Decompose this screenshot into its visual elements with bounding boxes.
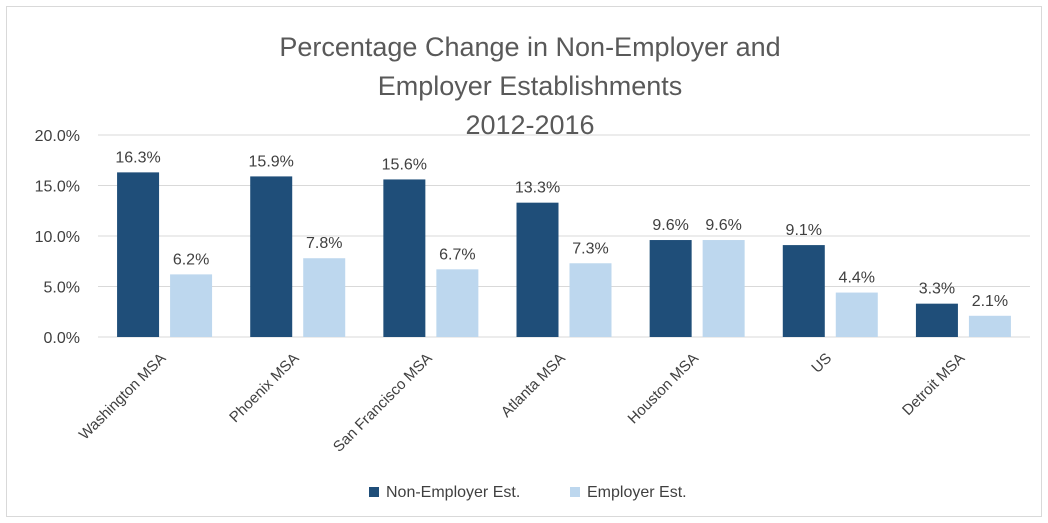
data-label: 7.3% <box>572 240 608 257</box>
bar-employer <box>702 240 745 337</box>
gridlines <box>98 134 1030 338</box>
x-category-label: Phoenix MSA <box>226 350 302 426</box>
data-label: 9.1% <box>786 222 822 239</box>
data-label: 7.8% <box>306 235 342 252</box>
bar-employer <box>303 258 346 337</box>
chart-title-line-3: 2012-2016 <box>465 110 594 140</box>
data-label: 9.6% <box>705 217 741 234</box>
bar-non-employer <box>782 245 825 337</box>
data-label: 15.6% <box>382 156 427 173</box>
bar-employer <box>436 269 479 337</box>
data-label: 16.3% <box>115 149 160 166</box>
x-category-label: Houston MSA <box>625 350 702 427</box>
bar-employer <box>968 315 1011 337</box>
data-label: 13.3% <box>515 180 560 197</box>
y-tick-label: 5.0% <box>44 280 80 297</box>
data-label: 6.7% <box>439 246 475 263</box>
data-label: 2.1% <box>972 293 1008 310</box>
x-category-label: Detroit MSA <box>899 350 968 419</box>
y-tick-label: 0.0% <box>44 330 80 347</box>
bar-non-employer <box>250 176 293 337</box>
bars <box>117 172 1011 337</box>
y-tick-label: 10.0% <box>35 229 80 246</box>
y-tick-label: 15.0% <box>35 179 80 196</box>
chart-title: Percentage Change in Non-Employer and Em… <box>279 32 780 140</box>
bar-employer <box>170 274 213 337</box>
data-label: 15.9% <box>249 153 294 170</box>
legend: Non-Employer Est. Employer Est. <box>369 484 687 501</box>
chart-title-line-1: Percentage Change in Non-Employer and <box>279 32 780 62</box>
x-category-label: Atlanta MSA <box>498 350 569 421</box>
legend-swatch-employer <box>570 487 580 497</box>
x-axis-categories: Washington MSA Phoenix MSA San Francisco M… <box>76 350 968 456</box>
x-category-label: US <box>808 350 835 377</box>
x-category-label: Washington MSA <box>76 350 170 444</box>
y-axis-ticks: 0.0% 5.0% 10.0% 15.0% 20.0% <box>35 128 80 347</box>
x-category-label: San Francisco MSA <box>330 350 436 456</box>
y-tick-label: 20.0% <box>35 128 80 145</box>
bar-non-employer <box>516 202 559 337</box>
bar-non-employer <box>383 179 426 337</box>
legend-swatch-non-employer <box>369 487 379 497</box>
legend-label-employer: Employer Est. <box>587 484 687 501</box>
chart-title-line-2: Employer Establishments <box>378 71 683 101</box>
data-label: 3.3% <box>919 281 955 298</box>
bar-non-employer <box>915 303 958 337</box>
legend-label-non-employer: Non-Employer Est. <box>386 484 520 501</box>
data-label: 9.6% <box>652 217 688 234</box>
data-label: 6.2% <box>173 251 209 268</box>
data-labels: 16.3% 6.2% 15.9% 7.8% 15.6% 6.7% 13.3% 7.3% 9.6%… <box>115 149 1008 309</box>
bar-non-employer <box>649 240 692 337</box>
bar-employer <box>835 292 878 337</box>
data-label: 4.4% <box>839 270 875 287</box>
bar-non-employer <box>117 172 160 337</box>
bar-employer <box>569 263 612 337</box>
